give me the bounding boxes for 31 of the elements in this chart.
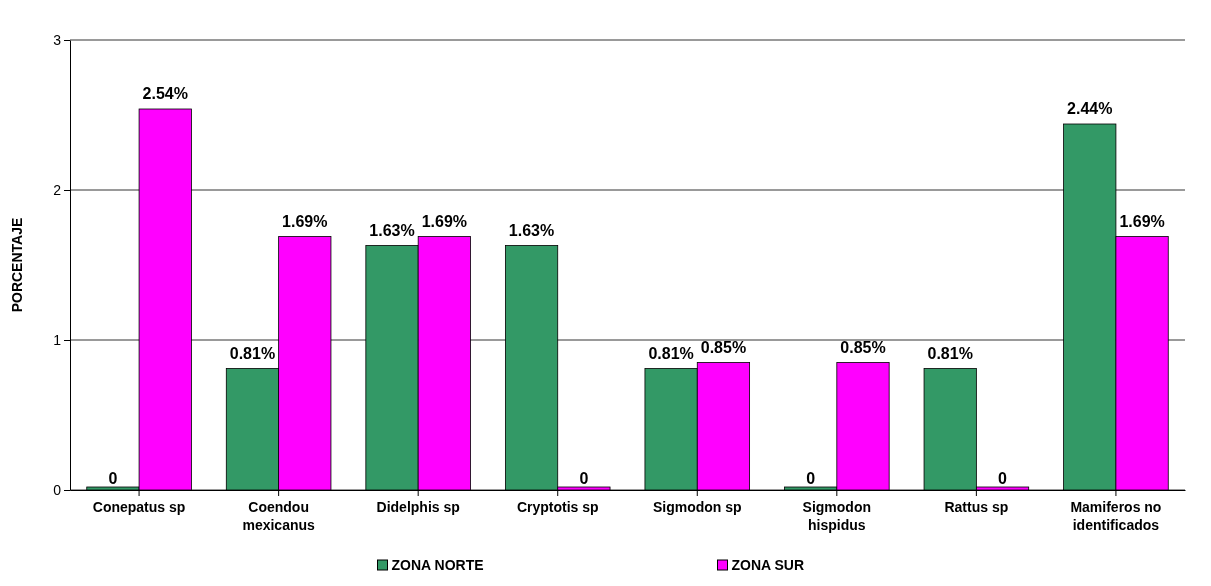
y-tick-label: 0 <box>53 481 62 498</box>
data-label: 0 <box>806 470 816 487</box>
data-label: 0 <box>108 470 118 487</box>
y-axis-title: PORCENTAJE <box>9 217 25 313</box>
data-label: 1.69% <box>1119 212 1165 230</box>
y-tick-label: 3 <box>53 31 62 48</box>
x-tick-label: Sigmodon sp <box>652 499 742 515</box>
x-tick-label: Sigmodon hispidus <box>802 499 872 533</box>
x-tick-label: Cryptotis sp <box>516 499 599 515</box>
data-label: 0.85% <box>840 338 886 356</box>
data-label: 0.81% <box>648 344 694 362</box>
data-label: 0 <box>998 470 1008 487</box>
legend-label: ZONA SUR <box>731 557 805 573</box>
data-label: 0 <box>579 470 589 487</box>
data-label: 2.44% <box>1067 100 1113 117</box>
data-label: 1.69% <box>282 212 328 230</box>
x-tick-label: Conepatus sp <box>92 499 186 515</box>
data-label: 0.81% <box>229 344 276 362</box>
x-tick-label: Coendou mexicanus <box>242 499 316 533</box>
y-tick-label: 2 <box>53 181 62 198</box>
x-tick-label: Didelphis sp <box>376 499 460 515</box>
legend-label: ZONA NORTE <box>391 557 484 573</box>
x-tick-label: Rattus sp <box>944 499 1009 515</box>
x-tick-label: Mamiferos no identificados <box>1070 499 1162 533</box>
data-label: 1.69% <box>421 212 468 230</box>
data-label: 0.85% <box>700 338 747 356</box>
data-label: 1.63% <box>508 221 555 239</box>
data-label: 1.63% <box>369 221 415 239</box>
y-tick-label: 1 <box>53 331 62 348</box>
data-label: 2.54% <box>142 85 188 102</box>
data-label: 0.81% <box>927 344 973 362</box>
